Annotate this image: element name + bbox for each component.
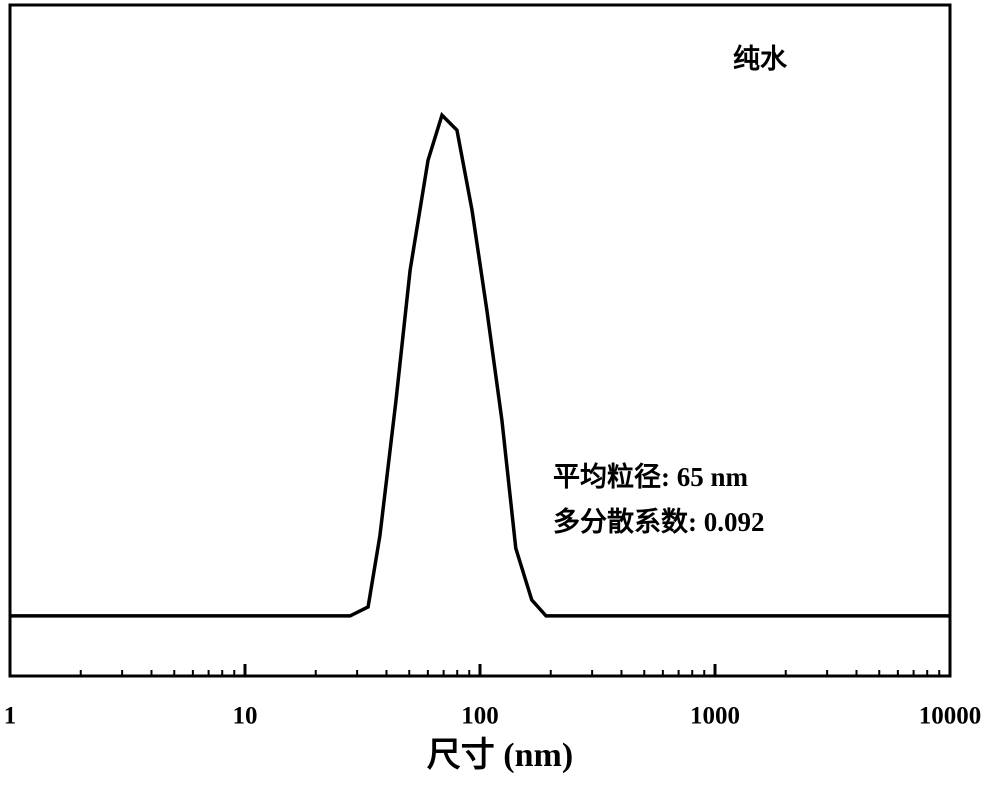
x-tick-label: 100 bbox=[461, 703, 499, 730]
annotation: 平均粒径: 65 nm bbox=[553, 462, 749, 492]
x-axis-label: 尺寸 (nm) bbox=[427, 736, 573, 774]
plot-frame bbox=[8, 3, 952, 678]
x-tick-label: 1 bbox=[4, 703, 17, 730]
annotation: 多分散系数: 0.092 bbox=[553, 507, 765, 537]
x-tick-label: 1000 bbox=[690, 703, 740, 730]
x-tick-label: 10000 bbox=[919, 703, 982, 730]
line-series bbox=[10, 111, 950, 618]
x-tick-label: 10 bbox=[233, 703, 258, 730]
annotation: 纯水 bbox=[733, 43, 788, 74]
